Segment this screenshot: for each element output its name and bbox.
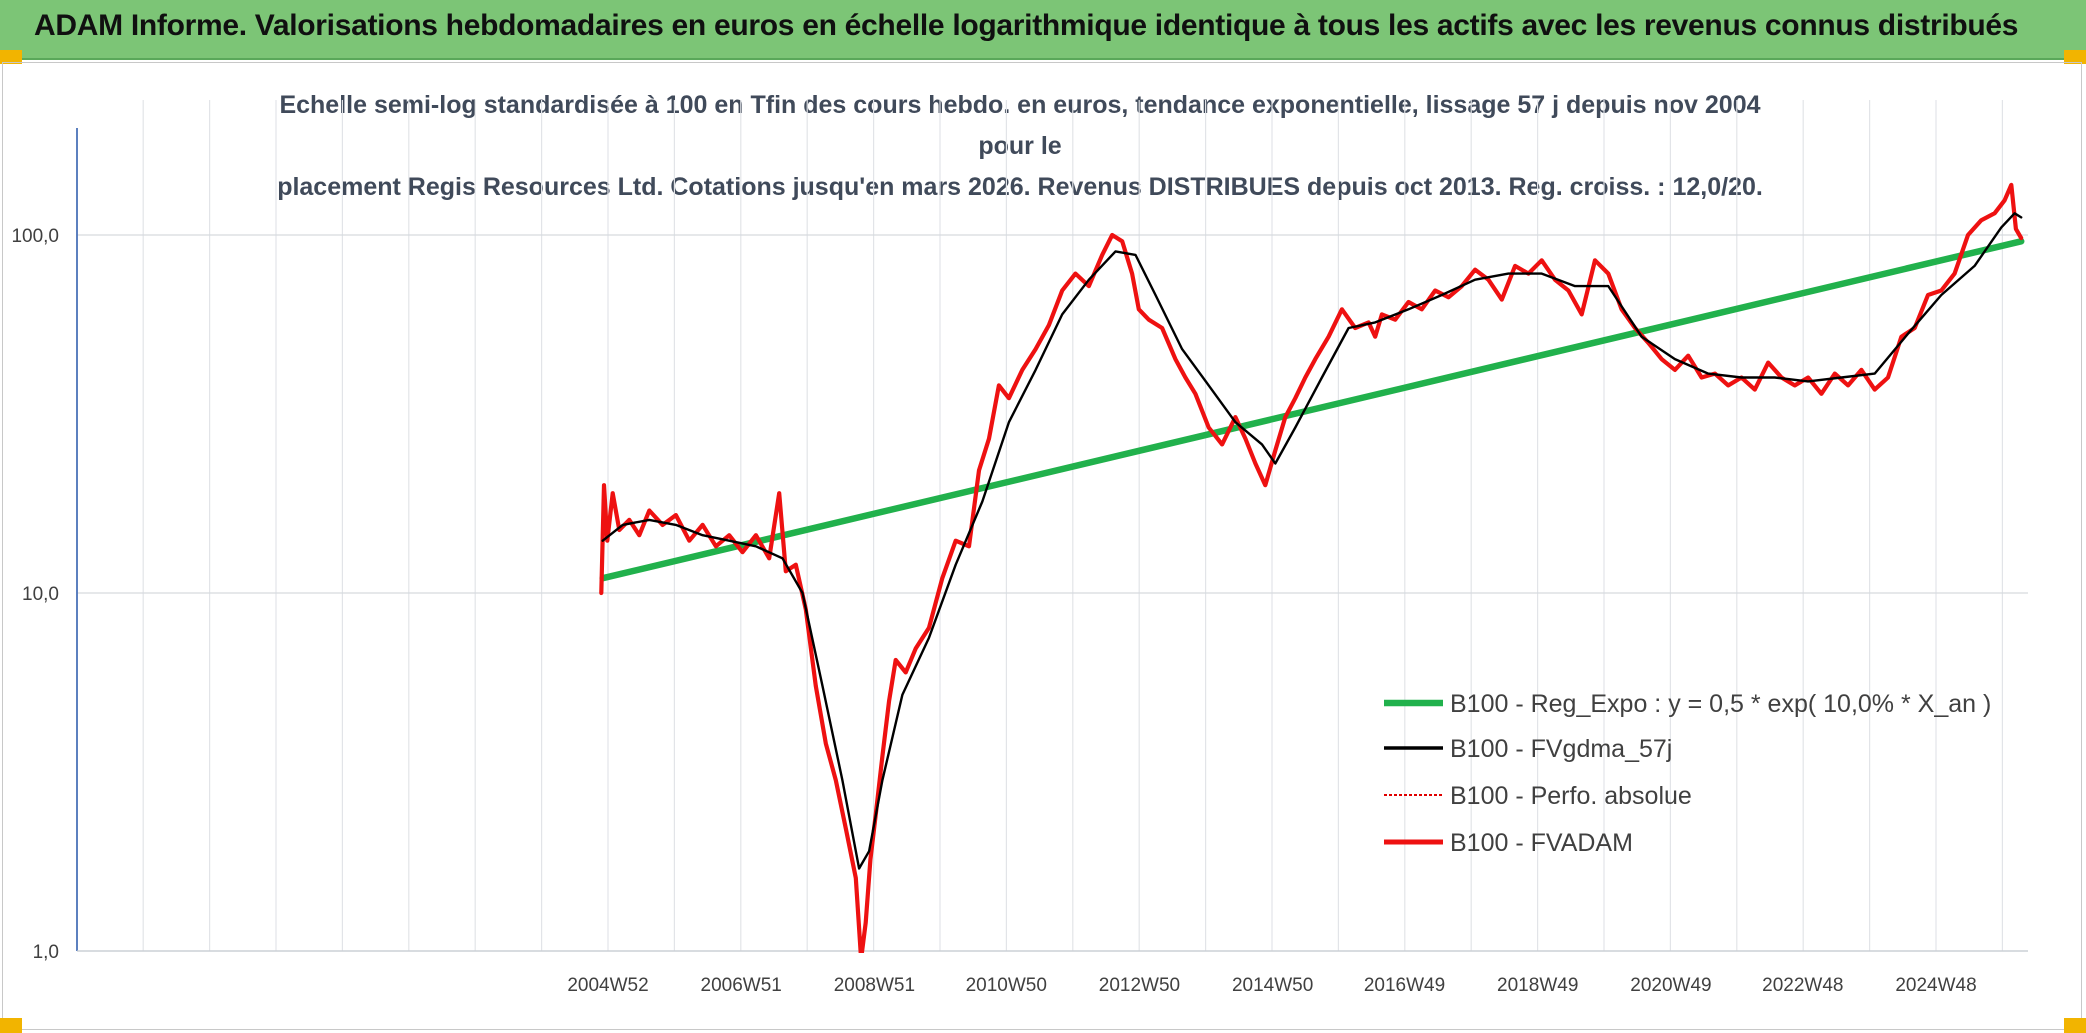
x-tick-label: 2004W52 — [567, 975, 648, 996]
x-tick-label: 2014W50 — [1232, 975, 1313, 996]
y-tick-label: 1,0 — [33, 942, 59, 963]
corner-marker-top-left — [0, 50, 22, 64]
x-tick-label: 2020W49 — [1630, 975, 1711, 996]
series-line-reg — [599, 238, 2025, 582]
series-group — [599, 182, 2025, 953]
chart-subtitle: Echelle semi-log standardisée à 100 en T… — [260, 85, 1780, 208]
gridlines — [77, 100, 2028, 952]
x-tick-label: 2006W51 — [701, 975, 782, 996]
legend: B100 - Reg_Expo : y = 0,5 * exp( 10,0% *… — [1384, 690, 1991, 857]
y-tick-label: 100,0 — [11, 226, 59, 247]
y-tick-label: 10,0 — [22, 584, 59, 605]
x-tick-label: 2022W48 — [1762, 975, 1843, 996]
series-line-fvgdma — [601, 212, 2023, 870]
corner-marker-bottom-left — [0, 1018, 22, 1033]
report-title: ADAM Informe. Valorisations hebdomadaire… — [34, 9, 2019, 42]
legend-label-fvadam: B100 - FVADAM — [1450, 829, 1633, 857]
header-banner: ADAM Informe. Valorisations hebdomadaire… — [0, 0, 2086, 60]
legend-label-perfo: B100 - Perfo. absolue — [1450, 782, 1692, 810]
x-tick-label: 2008W51 — [834, 975, 915, 996]
legend-label-fvgdma: B100 - FVgdma_57j — [1450, 735, 1672, 763]
x-tick-label: 2010W50 — [966, 975, 1047, 996]
x-tick-label: 2016W49 — [1364, 975, 1445, 996]
x-tick-label: 2012W50 — [1099, 975, 1180, 996]
series-line-fvadam — [599, 182, 2024, 953]
chart-subtitle-line2: placement Regis Resources Ltd. Cotations… — [277, 173, 1763, 201]
chart-subtitle-line1: Echelle semi-log standardisée à 100 en T… — [279, 91, 1761, 160]
legend-label-reg: B100 - Reg_Expo : y = 0,5 * exp( 10,0% *… — [1450, 690, 1991, 718]
chart-frame — [2, 62, 2082, 1030]
x-tick-label: 2018W49 — [1497, 975, 1578, 996]
x-tick-label: 2024W48 — [1895, 975, 1976, 996]
corner-marker-top-right — [2064, 50, 2086, 64]
corner-marker-bottom-right — [2064, 1018, 2086, 1033]
